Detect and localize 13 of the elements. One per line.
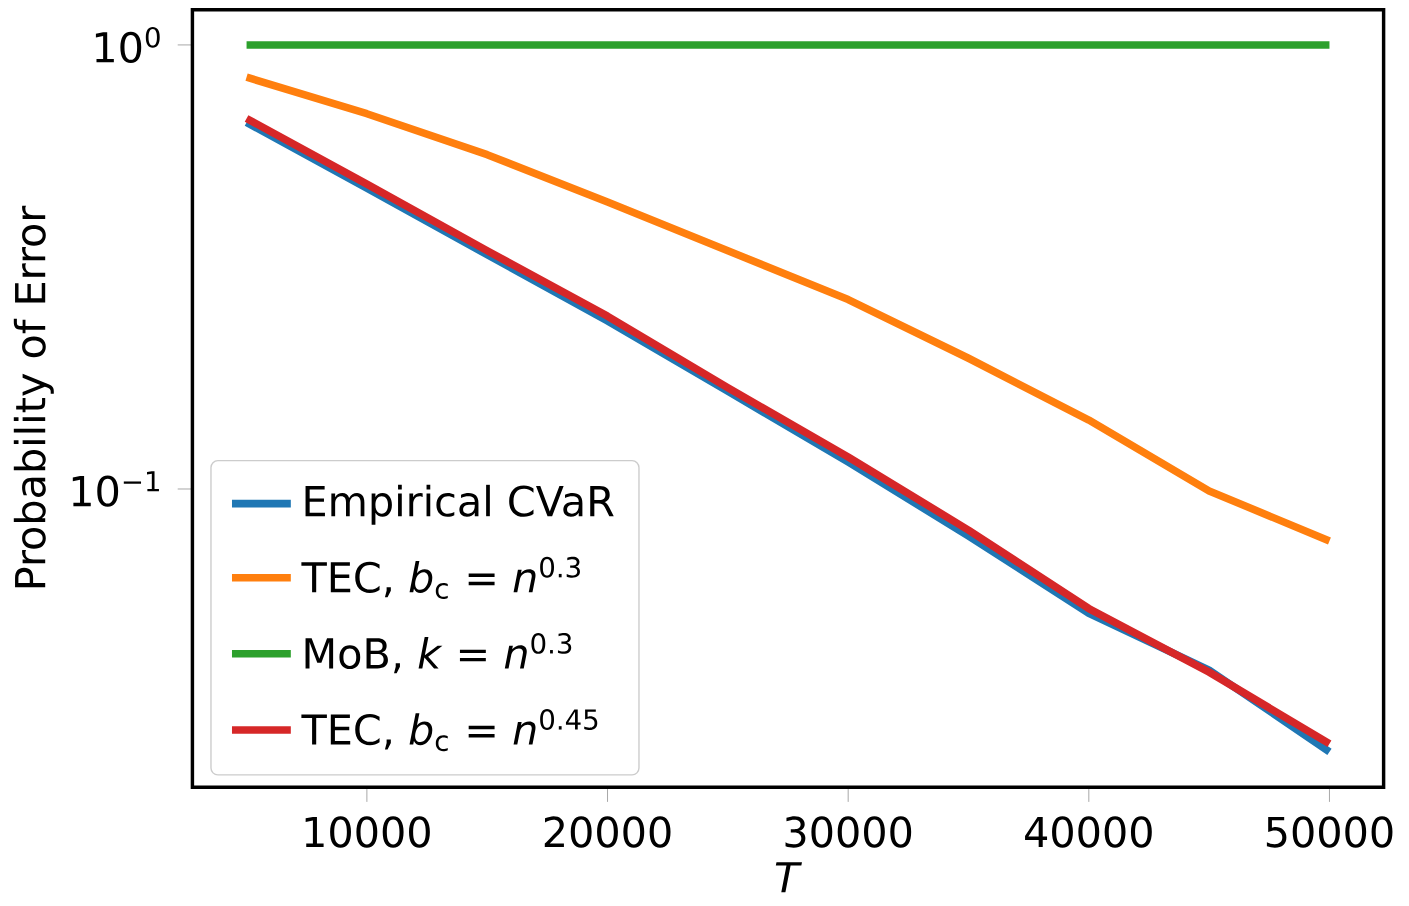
x-axis-title: T [775, 862, 802, 893]
x-tick-label: 50000 [1266, 816, 1393, 848]
legend-label: TEC, b$_{c}$ = n$^{0.45}$ [301, 709, 598, 752]
y-tick-label: 10$^{0}$ [95, 26, 160, 63]
legend-label: MoB, k = n$^{0.3}$ [305, 632, 572, 674]
legend-label: TEC, b$_{c}$ = n$^{0.3}$ [301, 556, 580, 599]
x-tick-label: 20000 [544, 816, 671, 848]
x-tick-label: 10000 [305, 816, 430, 848]
x-tick-label: 30000 [785, 816, 912, 848]
y-tick-label: 10$^{−1}$ [72, 471, 159, 507]
x-tick-label: 40000 [1025, 816, 1152, 848]
y-axis-title: Probability of Error [13, 205, 54, 588]
legend-label: Empirical CVaR [305, 484, 614, 525]
